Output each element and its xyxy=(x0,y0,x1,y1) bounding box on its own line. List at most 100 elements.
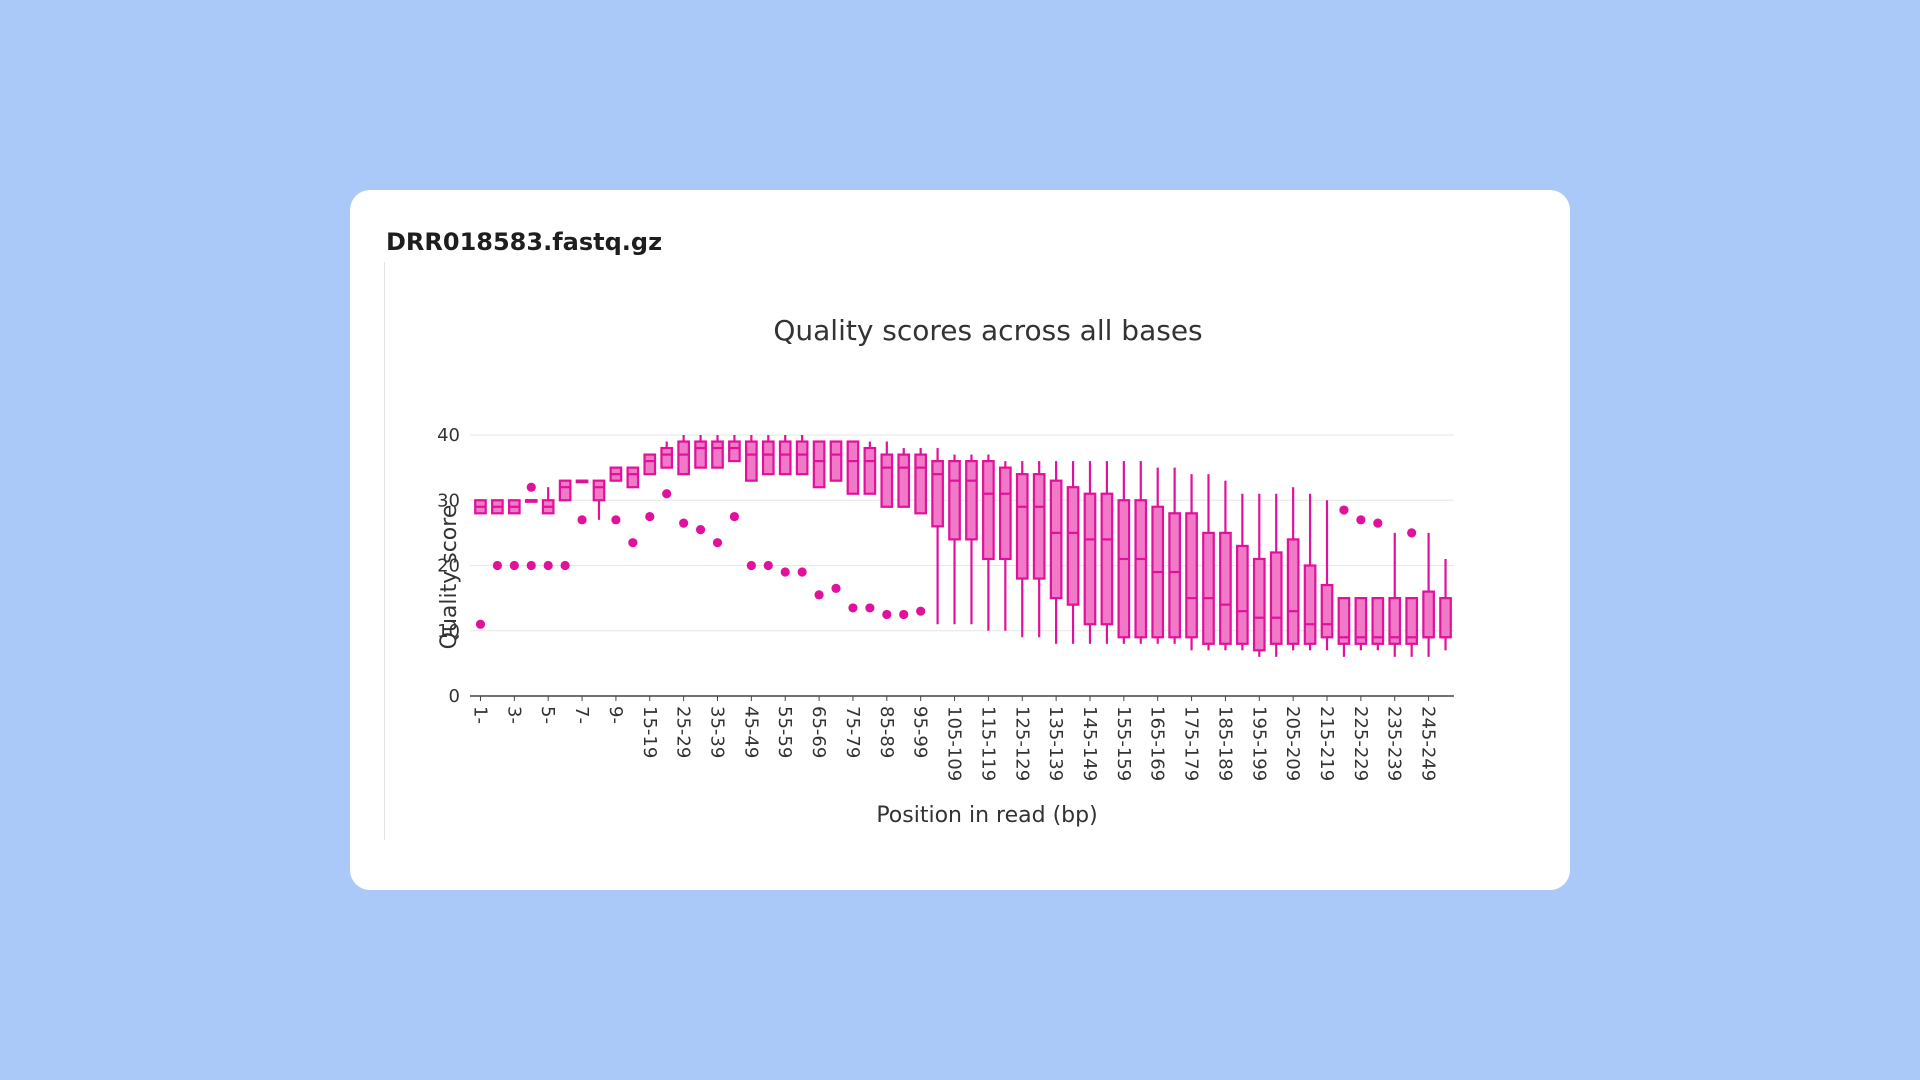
outlier-point xyxy=(628,538,638,548)
y-axis-title: Quality score xyxy=(437,505,462,650)
iqr-box xyxy=(1032,473,1046,580)
iqr-box xyxy=(728,440,741,463)
outlier-point xyxy=(1356,515,1366,525)
outlier-point xyxy=(492,560,502,571)
box-75-79 xyxy=(846,440,860,613)
iqr-box xyxy=(1252,557,1266,652)
box-55-59 xyxy=(778,435,792,577)
box-185-189 xyxy=(1219,480,1232,651)
box-180-184 xyxy=(1202,474,1215,651)
x-tick-label: 165-169 xyxy=(1147,706,1168,781)
outlier-point xyxy=(780,567,790,577)
iqr-box xyxy=(1405,597,1419,645)
iqr-box xyxy=(812,440,826,489)
iqr-box xyxy=(660,446,674,469)
iqr-box xyxy=(558,479,572,502)
iqr-box xyxy=(1049,479,1063,600)
iqr-box xyxy=(643,453,657,476)
iqr-box xyxy=(1286,538,1300,645)
iqr-box xyxy=(677,440,690,476)
box-210-214 xyxy=(1303,493,1317,651)
box-7- xyxy=(575,479,589,525)
iqr-box xyxy=(829,440,843,482)
outlier-point xyxy=(814,590,824,600)
outlier-point xyxy=(797,567,807,577)
box-70-74 xyxy=(829,440,843,593)
box-2- xyxy=(491,499,504,571)
x-tick-label: 225-229 xyxy=(1350,706,1371,781)
iqr-box xyxy=(914,453,928,515)
outlier-point xyxy=(526,560,536,571)
iqr-box xyxy=(948,460,961,541)
iqr-box xyxy=(1015,473,1029,580)
box-100-104 xyxy=(931,448,944,625)
box-series xyxy=(474,435,1452,657)
box-9- xyxy=(609,466,623,525)
box-250-251 xyxy=(1439,558,1452,651)
x-tick-label: 185-189 xyxy=(1214,706,1235,781)
outlier-point xyxy=(475,619,486,629)
x-tick-label: 35-39 xyxy=(707,706,728,758)
iqr-box xyxy=(1168,512,1181,639)
x-tick-label: 85-89 xyxy=(876,706,897,758)
x-tick-label: 75-79 xyxy=(842,706,863,758)
iqr-box xyxy=(778,440,792,476)
outlier-point xyxy=(899,609,909,620)
y-tick-label: 10 xyxy=(437,621,460,642)
outlier-point xyxy=(526,482,536,492)
outlier-point xyxy=(662,489,672,499)
iqr-box xyxy=(1388,597,1402,645)
box-195-199 xyxy=(1252,493,1266,657)
x-axis-ticks: 1- 3- 5- 7- 9- 15-19 25-29 35-39 45-49 55-59 65-69… xyxy=(469,696,1439,781)
quality-boxplot-chart: Quality scores across all bases 0 10 20 30 4… xyxy=(437,314,1454,828)
y-tick-label: 40 xyxy=(437,425,460,446)
outlier-point xyxy=(763,560,773,571)
box-85-89 xyxy=(880,441,894,620)
x-tick-label: 65-69 xyxy=(808,706,829,758)
outlier-point xyxy=(712,538,723,548)
x-tick-label: 155-159 xyxy=(1113,706,1134,781)
iqr-box xyxy=(1439,597,1452,639)
box-95-99 xyxy=(914,448,928,616)
x-tick-label: 175-179 xyxy=(1181,706,1202,781)
box-20-24 xyxy=(660,441,674,499)
box-135-139 xyxy=(1049,461,1063,644)
iqr-box xyxy=(1100,492,1114,626)
box-230-234 xyxy=(1371,518,1385,651)
x-tick-label: 245-249 xyxy=(1418,706,1439,781)
box-1- xyxy=(474,499,487,629)
box-160-164 xyxy=(1134,461,1148,644)
box-8- xyxy=(592,479,606,520)
iqr-box xyxy=(1337,597,1351,645)
x-tick-label: 1- xyxy=(469,706,490,724)
outlier-point xyxy=(611,515,621,525)
x-tick-label: 95-99 xyxy=(910,706,931,758)
outlier-point xyxy=(882,609,892,620)
outlier-point xyxy=(679,518,689,528)
box-235-239 xyxy=(1388,532,1402,657)
iqr-box xyxy=(982,460,995,561)
box-50-54 xyxy=(761,435,775,571)
chart-title: Quality scores across all bases xyxy=(773,314,1202,347)
x-tick-label: 9- xyxy=(605,706,626,724)
outlier-point xyxy=(560,560,570,571)
outlier-point xyxy=(509,560,519,571)
iqr-box xyxy=(1066,486,1080,606)
outlier-point xyxy=(1373,518,1383,528)
iqr-box xyxy=(1354,597,1368,645)
outlier-point xyxy=(645,511,655,522)
outlier-point xyxy=(729,511,740,522)
box-155-159 xyxy=(1117,461,1131,644)
box-145-149 xyxy=(1083,461,1097,644)
box-15-19 xyxy=(643,453,657,522)
outlier-point xyxy=(1339,505,1349,515)
box-215-219 xyxy=(1320,500,1334,651)
iqr-box xyxy=(711,440,724,469)
iqr-box xyxy=(846,440,860,495)
box-45-49 xyxy=(745,435,758,571)
iqr-box xyxy=(965,460,978,541)
iqr-box xyxy=(931,460,944,528)
outlier-point xyxy=(695,525,706,535)
y-axis-ticks: 0 10 20 30 40 xyxy=(437,425,460,707)
x-tick-label: 45-49 xyxy=(740,706,761,758)
